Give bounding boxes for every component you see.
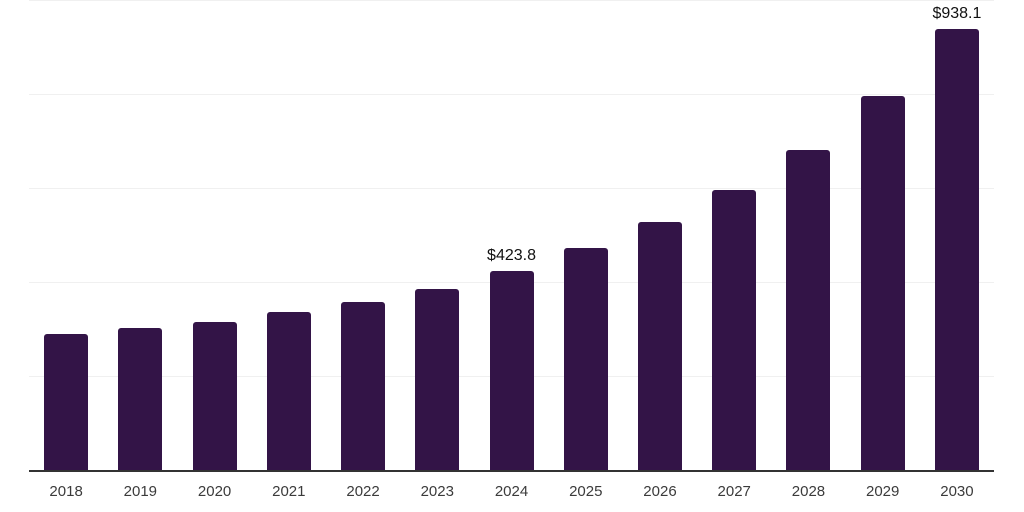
bar-2027[interactable] [712, 189, 757, 470]
bar-2025[interactable] [563, 248, 608, 470]
bar-slot [771, 0, 845, 470]
x-axis-tick-label-2025: 2025 [569, 483, 603, 500]
x-axis-tick-label-2030: 2030 [940, 483, 974, 500]
plot-area: $423.8 $938.1 [29, 0, 994, 472]
bar-slot [697, 0, 771, 470]
bar-slot [103, 0, 177, 470]
x-axis: 2018 2019 2020 2021 2022 2023 2024 2025 2026 2027… [29, 484, 994, 499]
bar-slot: $938.1 [920, 0, 994, 470]
bar-slot: $423.8 [474, 0, 548, 470]
bar-2019[interactable] [118, 328, 163, 470]
bar-2023[interactable] [415, 289, 460, 470]
x-axis-tick-label-2023: 2023 [420, 483, 454, 500]
bar-slot [29, 0, 103, 470]
bar-slot [252, 0, 326, 470]
x-axis-tick-label-2019: 2019 [123, 483, 158, 500]
bar-slot [549, 0, 623, 470]
x-axis-tick-label-2026: 2026 [643, 483, 677, 500]
x-axis-tick-label-2024: 2024 [494, 483, 529, 500]
bar-2030[interactable] [934, 29, 979, 470]
x-axis-tick-label-2022: 2022 [346, 483, 380, 500]
bar-slot [400, 0, 474, 470]
bar-2029[interactable] [860, 96, 905, 470]
x-axis-tick-label-2021: 2021 [272, 483, 306, 500]
x-axis-tick-label-2029: 2029 [866, 483, 900, 500]
bar-2018[interactable] [44, 333, 89, 470]
gridline [29, 0, 994, 1]
bar-slot [177, 0, 251, 470]
bar-2028[interactable] [786, 150, 831, 470]
bar-slot [326, 0, 400, 470]
bar-2024[interactable] [489, 270, 534, 470]
x-axis-tick-label-2027: 2027 [717, 483, 751, 500]
bar-2020[interactable] [192, 321, 237, 470]
bar-2021[interactable] [266, 312, 311, 470]
gridline [29, 94, 994, 95]
bars-layer: $423.8 $938.1 [29, 0, 994, 470]
x-axis-tick-label-2028: 2028 [791, 483, 826, 500]
bar-value-label: $938.1 [932, 5, 982, 23]
bar-2022[interactable] [341, 301, 386, 470]
bar-2026[interactable] [637, 222, 682, 470]
x-axis-tick-label-2018: 2018 [49, 483, 83, 500]
bar-value-label: $423.8 [487, 246, 536, 264]
bar-slot [623, 0, 697, 470]
bar-slot [846, 0, 920, 470]
gridline [29, 188, 994, 189]
x-axis-tick-label-2020: 2020 [197, 483, 232, 500]
